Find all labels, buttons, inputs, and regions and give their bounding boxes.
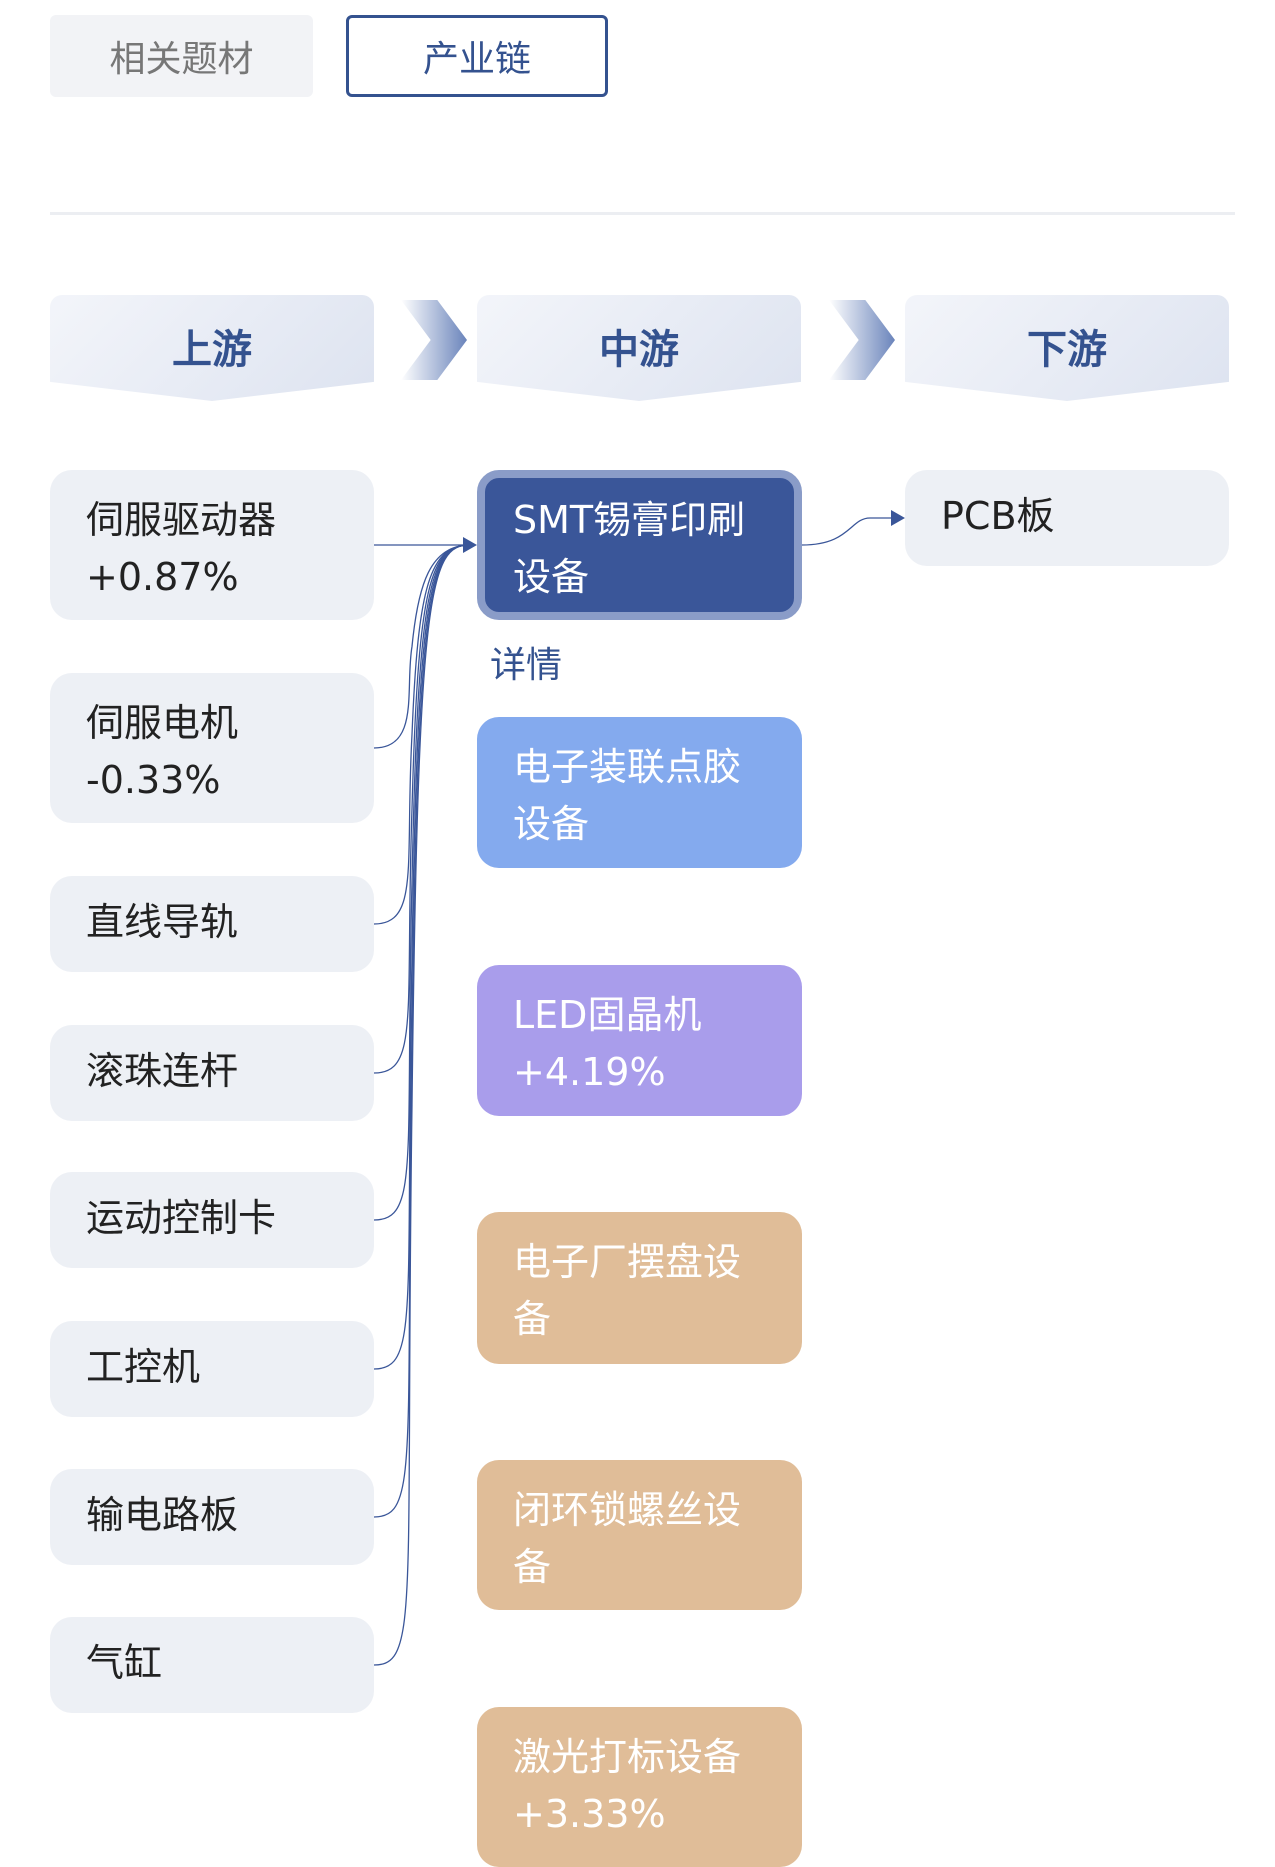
divider [50, 212, 1235, 215]
stage-downstream: 下游 [905, 295, 1229, 401]
upstream-node[interactable]: 运动控制卡 [50, 1172, 374, 1268]
connector-line [373, 544, 471, 1370]
upstream-node[interactable]: 伺服驱动器 +0.87% [50, 470, 374, 620]
node-name: 闭环锁螺丝设 备 [513, 1488, 742, 1589]
connector-line [373, 544, 471, 925]
midstream-node[interactable]: 激光打标设备 +3.33% [477, 1707, 802, 1867]
arrow-head-icon [891, 510, 905, 526]
node-name: 运动控制卡 [86, 1196, 277, 1240]
connector-line [801, 517, 895, 546]
node-change: +0.87% [86, 555, 239, 599]
downstream-node[interactable]: PCB板 [905, 470, 1229, 566]
arrow-head-icon [463, 537, 477, 553]
upstream-node[interactable]: 输电路板 [50, 1469, 374, 1565]
node-name: LED固晶机 [513, 993, 702, 1037]
connector-line [373, 544, 471, 749]
node-change: +3.33% [513, 1792, 666, 1836]
node-name: 工控机 [86, 1345, 201, 1389]
connector-line [373, 544, 471, 1074]
tab-industry-chain[interactable]: 产业链 [346, 15, 608, 97]
node-name: 直线导轨 [86, 900, 239, 944]
upstream-node[interactable]: 直线导轨 [50, 876, 374, 972]
node-name: 电子厂摆盘设 备 [513, 1240, 742, 1341]
connector-line [373, 544, 471, 1221]
upstream-node[interactable]: 气缸 [50, 1617, 374, 1713]
node-change: -0.33% [86, 758, 221, 802]
connector-line [373, 544, 471, 1518]
midstream-node[interactable]: 电子装联点胶 设备 [477, 717, 802, 868]
node-name: SMT锡膏印刷 设备 [513, 498, 746, 599]
detail-link[interactable]: 详情 [490, 645, 563, 686]
connector-line [373, 544, 471, 1666]
upstream-node[interactable]: 工控机 [50, 1321, 374, 1417]
midstream-node[interactable]: LED固晶机 +4.19% [477, 965, 802, 1116]
stage-midstream: 中游 [477, 295, 801, 401]
node-name: 气缸 [86, 1641, 163, 1685]
upstream-node[interactable]: 伺服电机 -0.33% [50, 673, 374, 823]
stage-upstream: 上游 [50, 295, 374, 401]
upstream-node[interactable]: 滚珠连杆 [50, 1025, 374, 1121]
midstream-node[interactable]: 闭环锁螺丝设 备 [477, 1460, 802, 1610]
node-change: +4.19% [513, 1050, 666, 1094]
node-name: 滚珠连杆 [86, 1049, 239, 1093]
node-name: 伺服电机 [86, 701, 239, 745]
node-name: 电子装联点胶 设备 [513, 745, 742, 846]
midstream-node[interactable]: 电子厂摆盘设 备 [477, 1212, 802, 1364]
tab-related-themes[interactable]: 相关题材 [50, 15, 313, 97]
node-name: 输电路板 [86, 1493, 239, 1537]
node-name: 伺服驱动器 [86, 498, 277, 542]
midstream-node[interactable]: SMT锡膏印刷 设备 [477, 470, 802, 620]
node-name: 激光打标设备 [513, 1735, 742, 1779]
